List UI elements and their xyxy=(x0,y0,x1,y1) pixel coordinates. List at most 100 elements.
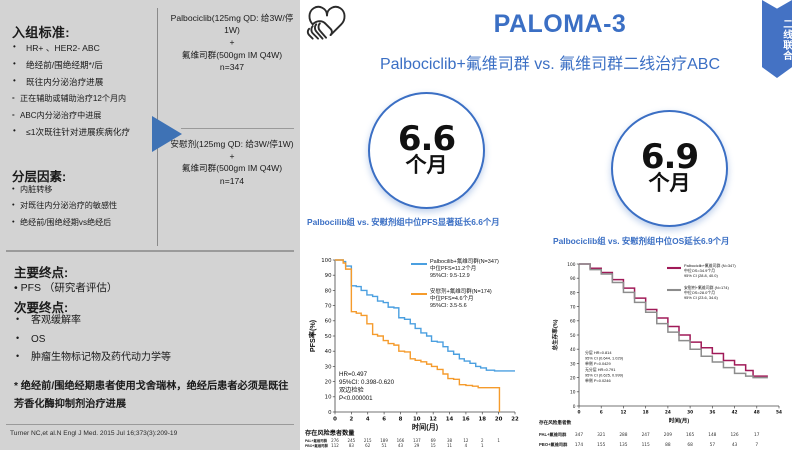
svg-text:2: 2 xyxy=(349,417,353,423)
study-design-panel: 入组标准: HR+ 、HER2- ABC 绝经前/围绝经期*/后 既往内分泌治疗… xyxy=(0,0,300,450)
secondary-endpoint-item: 客观缓解率 xyxy=(14,315,264,327)
svg-text:50: 50 xyxy=(570,333,576,339)
svg-text:126: 126 xyxy=(730,432,738,438)
svg-text:中位OS=34.9个月: 中位OS=34.9个月 xyxy=(684,268,715,273)
svg-text:单侧 P=0.0429: 单侧 P=0.0429 xyxy=(585,361,611,366)
svg-text:166: 166 xyxy=(397,438,405,443)
svg-text:80: 80 xyxy=(570,290,576,296)
stratification-heading: 分层因素: xyxy=(12,170,67,184)
svg-text:7: 7 xyxy=(755,442,758,448)
svg-text:12: 12 xyxy=(429,417,437,423)
svg-text:0: 0 xyxy=(328,410,332,416)
os-km-plot: 0 10 20 30 40 50 60 70 80 90 100 0 6 12 18 24 30 36 42 48 54… xyxy=(539,262,782,448)
svg-text:中位OS=28.0个月: 中位OS=28.0个月 xyxy=(684,290,715,295)
ribbon-label: 二线联合 xyxy=(781,19,792,61)
svg-text:10: 10 xyxy=(413,417,421,423)
svg-text:17: 17 xyxy=(754,432,760,438)
svg-text:双边检验: 双边检验 xyxy=(339,386,365,394)
svg-text:30: 30 xyxy=(570,361,576,367)
svg-text:16: 16 xyxy=(462,417,470,423)
svg-text:36: 36 xyxy=(709,410,715,416)
slide-title: PALOMA-3 xyxy=(493,10,627,38)
svg-text:174: 174 xyxy=(575,442,583,448)
svg-text:95%CI: 3.5-5.6: 95%CI: 3.5-5.6 xyxy=(430,303,467,309)
criteria-item: HR+ 、HER2- ABC xyxy=(12,43,156,53)
svg-text:分层 HR=0.814: 分层 HR=0.814 xyxy=(585,350,612,355)
svg-text:11: 11 xyxy=(447,443,453,448)
svg-text:137: 137 xyxy=(413,438,421,443)
svg-text:24: 24 xyxy=(665,410,671,416)
svg-text:PAL+氟维司群: PAL+氟维司群 xyxy=(539,431,567,438)
svg-text:43: 43 xyxy=(732,442,738,448)
footer-divider xyxy=(6,424,294,425)
strat-item: 绝经前/围绝经期vs绝经后 xyxy=(12,218,158,227)
svg-text:14: 14 xyxy=(446,417,454,423)
svg-text:40: 40 xyxy=(325,349,332,355)
svg-text:83: 83 xyxy=(349,443,355,448)
svg-text:15: 15 xyxy=(431,443,437,448)
svg-text:4: 4 xyxy=(465,443,468,448)
svg-text:51: 51 xyxy=(382,443,388,448)
svg-text:88: 88 xyxy=(665,442,671,448)
svg-text:100: 100 xyxy=(321,258,332,264)
svg-text:100: 100 xyxy=(567,262,575,268)
pfs-km-chart: 0 10 20 30 40 50 60 70 80 90 100 0 2 4 6 8 10 12 14 16 18 20 2… xyxy=(303,252,531,448)
svg-text:P<0.000001: P<0.000001 xyxy=(339,395,373,402)
svg-text:54: 54 xyxy=(776,410,782,416)
svg-text:10: 10 xyxy=(570,390,576,396)
svg-text:PFS率(%): PFS率(%) xyxy=(308,319,317,352)
svg-text:2: 2 xyxy=(481,438,484,443)
highlight-circle-pfs: 6.6 个月 xyxy=(368,92,485,209)
treatment-arm-experimental: Palbociclib(125mg QD: 给3W/停1W) + 氟维司群(50… xyxy=(170,13,294,72)
svg-text:0: 0 xyxy=(333,417,337,423)
criteria-subitem: ABC内分泌治疗中进展 xyxy=(12,110,156,120)
svg-text:时间(月): 时间(月) xyxy=(412,422,439,431)
svg-text:中位PFS=4.6个月: 中位PFS=4.6个月 xyxy=(430,294,474,302)
slide-subtitle: Palbociclib+氟维司群 vs. 氟维司群二线治疗ABC xyxy=(379,56,721,73)
svg-text:321: 321 xyxy=(597,432,605,438)
svg-text:70: 70 xyxy=(570,305,576,311)
svg-text:90: 90 xyxy=(325,273,332,279)
handshake-heart-icon xyxy=(300,2,354,52)
svg-text:HR=0.497: HR=0.497 xyxy=(339,371,368,378)
treatment-arm-placebo: 安慰剂(125mg QD: 给3W/停1W) + 氟维司群(500gm IM Q… xyxy=(170,139,294,186)
citation-reference: Turner NC,et al.N Engl J Med. 2015 Jul 1… xyxy=(10,430,178,437)
svg-text:12: 12 xyxy=(463,438,469,443)
svg-text:62: 62 xyxy=(365,443,371,448)
svg-text:PBO+氟维司群: PBO+氟维司群 xyxy=(539,441,568,448)
panel-horizontal-divider xyxy=(6,250,294,252)
svg-text:48: 48 xyxy=(754,410,760,416)
svg-text:6: 6 xyxy=(382,417,386,423)
svg-text:60: 60 xyxy=(325,319,332,325)
svg-text:0: 0 xyxy=(578,410,581,416)
svg-text:0: 0 xyxy=(573,404,576,410)
svg-text:Palbociclib+氟维司群 (N=347): Palbociclib+氟维司群 (N=347) xyxy=(684,263,736,268)
svg-text:148: 148 xyxy=(708,432,716,438)
secondary-endpoint-list: 客观缓解率 OS 肿瘤生物标记物及药代动力学等 xyxy=(14,315,264,372)
svg-text:存在风险患者数量: 存在风险患者数量 xyxy=(305,429,355,437)
svg-text:40: 40 xyxy=(570,347,576,353)
inclusion-criteria-heading: 入组标准: xyxy=(12,25,70,40)
svg-text:20: 20 xyxy=(495,417,503,423)
svg-text:单侧 P=0.0246: 单侧 P=0.0246 xyxy=(585,378,611,383)
svg-text:95%CI: 9.5-12.9: 95%CI: 9.5-12.9 xyxy=(430,273,470,279)
svg-text:57: 57 xyxy=(710,442,716,448)
svg-text:95% CI (0.625, 0.999): 95% CI (0.625, 0.999) xyxy=(585,372,624,377)
svg-text:1: 1 xyxy=(497,438,500,443)
secondary-endpoint-item: OS xyxy=(14,334,264,346)
randomization-arrow-icon xyxy=(152,116,182,152)
secondary-endpoint-heading: 次要终点: xyxy=(14,301,69,315)
svg-text:95% CI (28.8, 40.0): 95% CI (28.8, 40.0) xyxy=(684,273,718,278)
highlight-caption-pfs: Palbocilib组 vs. 安慰剂组中位PFS显著延长6.6个月 xyxy=(307,217,500,227)
svg-text:95% CI (0.644, 1.029): 95% CI (0.644, 1.029) xyxy=(585,356,624,361)
svg-text:18: 18 xyxy=(643,410,649,416)
stratification-list: 内脏转移 对既往内分泌治疗的敏感性 绝经前/围绝经期vs绝经后 xyxy=(12,185,158,235)
svg-text:155: 155 xyxy=(597,442,605,448)
svg-text:60: 60 xyxy=(570,319,576,325)
svg-text:20: 20 xyxy=(325,380,332,386)
svg-text:安慰剂+氟维司群 (N=174): 安慰剂+氟维司群 (N=174) xyxy=(684,285,729,290)
inclusion-criteria-list: HR+ 、HER2- ABC 绝经前/围绝经期*/后 既往内分泌治疗进展 正在辅… xyxy=(12,43,156,145)
svg-text:存在风险患者数: 存在风险患者数 xyxy=(539,419,572,426)
